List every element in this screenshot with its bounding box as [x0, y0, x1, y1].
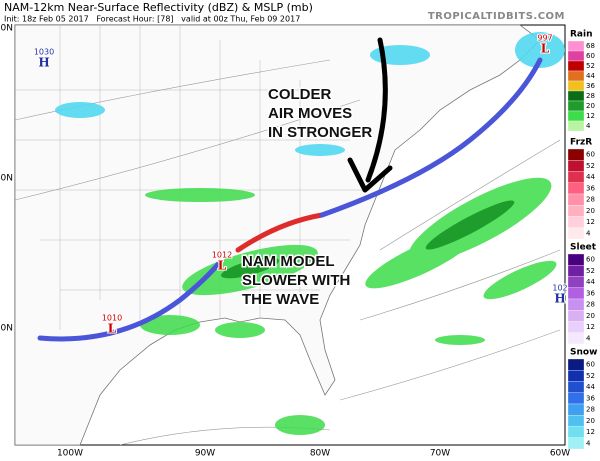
annotation: IN STRONGER: [268, 124, 372, 141]
legend-tick: 36: [586, 184, 595, 192]
pressure-value: 102: [552, 284, 567, 293]
legend-swatch: [567, 120, 585, 132]
legend-tick: 12: [586, 323, 595, 331]
legend-tick: 36: [586, 289, 595, 297]
legend-tick: 20: [586, 207, 595, 215]
pressure-symbol: L: [218, 259, 227, 273]
legend-swatch: [567, 321, 585, 333]
annotation: NAM MODEL: [242, 253, 335, 270]
pressure-value: 1010: [102, 314, 122, 323]
legend-tick: 28: [586, 406, 595, 414]
legend-title: Rain: [570, 30, 593, 40]
legend-tick: 12: [586, 428, 595, 436]
legend-swatch: [567, 70, 585, 82]
legend-tick: 20: [586, 312, 595, 320]
legend-swatch: [567, 287, 585, 300]
legend-swatch: [567, 216, 585, 228]
legend-tick: 60: [586, 151, 595, 159]
annotation: COLDER: [268, 86, 332, 103]
latitude-label: 30N: [0, 324, 13, 334]
pressure-value: 1012: [212, 251, 232, 260]
legend-swatch: [567, 265, 585, 277]
longitude-label: 80W: [310, 449, 330, 459]
legend-tick: 52: [586, 267, 595, 275]
legend-tick: 4: [586, 122, 591, 130]
legend-tick: 68: [586, 42, 595, 50]
legend-swatch: [567, 160, 585, 172]
legend-tick: 36: [586, 394, 595, 402]
longitude-label: 60W: [550, 449, 570, 459]
legend-tick: 20: [586, 102, 595, 110]
longitude-label: 90W: [195, 449, 215, 459]
pressure-symbol: H: [554, 292, 565, 306]
pressure-symbol: H: [38, 56, 49, 70]
legend-swatch: [567, 358, 585, 371]
longitude-label: 100W: [57, 449, 83, 459]
legend-tick: 52: [586, 162, 595, 170]
legend-tick: 28: [586, 196, 595, 204]
subtitle: Init: 18z Feb 05 2017 Forecast Hour: [78…: [4, 15, 300, 24]
legend-swatch: [567, 50, 585, 62]
legend-title: FrzR: [570, 138, 592, 148]
legend-tick: 60: [586, 52, 595, 60]
pressure-value: 1030: [34, 48, 54, 57]
legend-tick: 12: [586, 218, 595, 226]
pressure-value: 997: [537, 34, 552, 43]
legend-swatch: [567, 276, 585, 288]
legend-tick: 4: [586, 334, 591, 342]
annotation: AIR MOVES: [268, 105, 352, 122]
legend-swatch: [567, 193, 585, 206]
legend-swatch: [567, 148, 585, 161]
latitude-label: 40N: [0, 174, 13, 184]
legend-tick: 52: [586, 372, 595, 380]
legend-tick: 28: [586, 301, 595, 309]
source: TROPICALTIDBITS.COM: [428, 11, 565, 22]
title: NAM-12km Near-Surface Reflectivity (dBZ)…: [4, 1, 313, 14]
legend-swatch: [567, 392, 585, 405]
legend-swatch: [567, 253, 585, 266]
legend-swatch: [567, 370, 585, 382]
legend-tick: 36: [586, 82, 595, 90]
legend-swatch: [567, 171, 585, 183]
longitude-label: 70W: [430, 449, 450, 459]
annotation: SLOWER WITH: [242, 272, 350, 289]
legend-swatch: [567, 310, 585, 322]
legend-tick: 60: [586, 361, 595, 369]
legend-swatch: [567, 182, 585, 195]
legend-swatch: [567, 298, 585, 311]
legend-swatch: [567, 80, 585, 92]
legend-tick: 44: [586, 173, 595, 181]
legend-tick: 28: [586, 92, 595, 100]
map: [14, 24, 566, 446]
legend-swatch: [567, 437, 585, 450]
legend-swatch: [567, 110, 585, 122]
legend-swatch: [567, 426, 585, 438]
legend-swatch: [567, 227, 585, 240]
annotation: THE WAVE: [242, 291, 319, 308]
legend-title: Snow: [570, 348, 597, 358]
legend-tick: 4: [586, 439, 591, 447]
legend-tick: 52: [586, 62, 595, 70]
pressure-symbol: L: [108, 322, 117, 336]
legend-tick: 20: [586, 417, 595, 425]
pressure-symbol: L: [541, 42, 550, 56]
legend-swatch: [567, 100, 585, 112]
legend-tick: 12: [586, 112, 595, 120]
legend-tick: 4: [586, 229, 591, 237]
legend-tick: 60: [586, 256, 595, 264]
legend-swatch: [567, 205, 585, 217]
legend-swatch: [567, 381, 585, 393]
latitude-label: 50N: [0, 24, 13, 34]
legend-swatch: [567, 403, 585, 416]
legend-tick: 44: [586, 72, 595, 80]
legend-swatch: [567, 415, 585, 427]
legend-swatch: [567, 60, 585, 72]
legend-swatch: [567, 332, 585, 345]
legend-title: Sleet: [570, 243, 597, 253]
legend-swatch: [567, 90, 585, 102]
legend-swatch: [567, 40, 585, 52]
legend-tick: 44: [586, 383, 595, 391]
legend-tick: 44: [586, 278, 595, 286]
